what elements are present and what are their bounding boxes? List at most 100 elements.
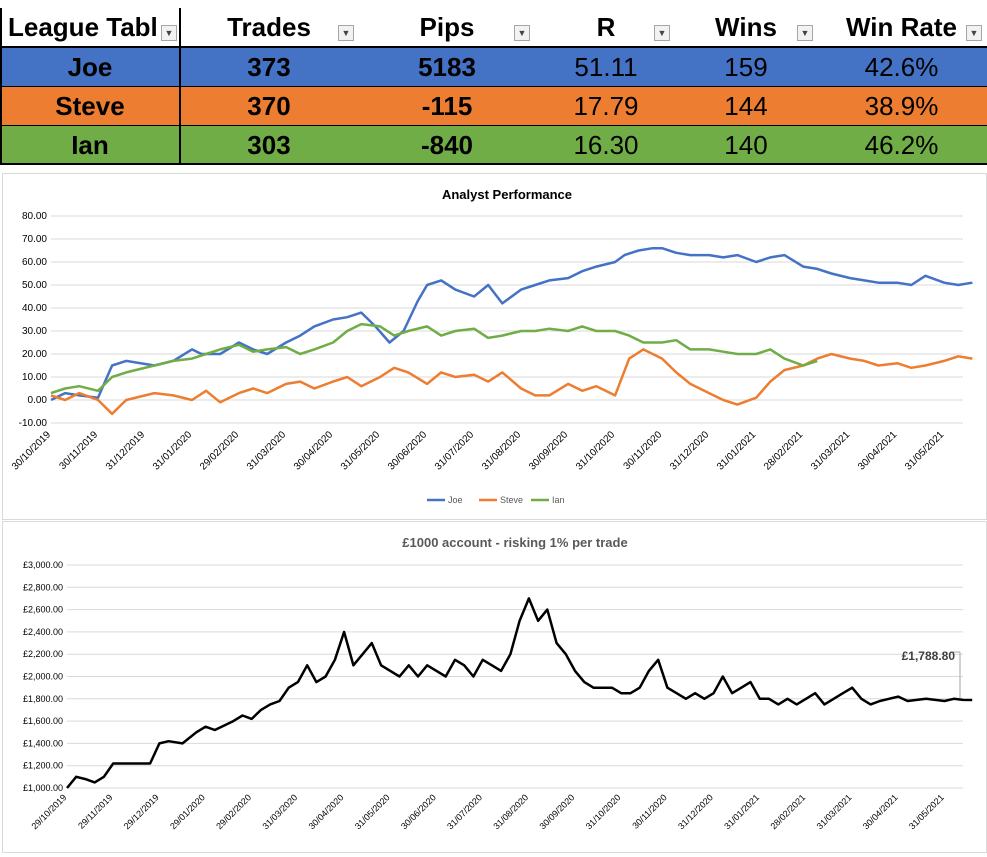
r-value: 51.11 — [574, 51, 638, 82]
filter-dropdown-icon[interactable]: ▼ — [161, 25, 177, 41]
analyst-name: Joe — [67, 51, 113, 82]
x-tick-label: 29/02/2020 — [214, 792, 253, 831]
filter-dropdown-icon[interactable]: ▼ — [966, 25, 982, 41]
chart-title: £1000 account - risking 1% per trade — [402, 535, 627, 550]
x-tick-label: 31/03/2021 — [815, 792, 854, 831]
x-tick-label: 29/01/2020 — [168, 792, 207, 831]
x-tick-label: 30/11/2019 — [57, 429, 100, 472]
trades-value: 373 — [247, 51, 291, 82]
header-league-table: League Tabl — [8, 11, 158, 42]
x-tick-label: 30/04/2021 — [856, 429, 899, 472]
x-tick-label: 31/01/2021 — [715, 429, 758, 472]
x-tick-label: 30/04/2020 — [307, 792, 346, 831]
table-left-border — [0, 8, 2, 165]
x-tick-label: 31/10/2020 — [574, 429, 617, 472]
x-tick-label: 31/05/2021 — [907, 792, 946, 831]
league-table: League Tabl Trades Pips R Wins Win Rate … — [0, 0, 987, 166]
series-line-joe — [50, 246, 973, 402]
x-tick-label: 29/02/2020 — [198, 429, 241, 472]
filter-dropdown-icon[interactable]: ▼ — [514, 25, 530, 41]
y-tick-label: 10.00 — [22, 372, 47, 383]
y-tick-label: 80.00 — [22, 211, 47, 222]
x-tick-label: 31/12/2020 — [676, 792, 715, 831]
analyst-performance-chart[interactable]: Analyst Performance 80.00 70.00 60.00 50.00 4… — [2, 173, 987, 520]
header-pips: Pips — [419, 11, 475, 42]
x-tick-label: 31/03/2021 — [809, 429, 852, 472]
trades-value: 303 — [247, 129, 291, 160]
x-tick-label: 30/09/2020 — [538, 792, 577, 831]
y-tick-label: 20.00 — [22, 349, 47, 360]
win-rate-value: 46.2% — [864, 129, 939, 160]
r-value: 16.30 — [573, 129, 639, 160]
sort-descending-icon[interactable]: ▼ — [654, 25, 670, 41]
table-row[interactable]: Ian 303 -840 16.30 140 46.2% — [0, 126, 987, 164]
table-row[interactable]: Joe 373 5183 51.11 159 42.6% — [0, 48, 987, 86]
wins-value: 159 — [724, 51, 768, 82]
x-tick-label: 31/05/2020 — [353, 792, 392, 831]
analyst-performance-svg: Analyst Performance 80.00 70.00 60.00 50.00 4… — [10, 187, 973, 505]
win-rate-value: 42.6% — [864, 51, 939, 82]
header-r: R — [596, 11, 616, 42]
x-tick-label: 31/03/2020 — [245, 429, 288, 472]
x-tick-label: 29/11/2019 — [76, 792, 114, 830]
x-tick-label: 31/12/2020 — [668, 429, 711, 472]
series-line-ian — [50, 322, 818, 395]
series-line-steve — [50, 348, 973, 416]
y-tick-label: £1,200.00 — [23, 761, 63, 771]
analyst-name: Ian — [71, 129, 109, 160]
x-tick-label: 31/12/2019 — [104, 429, 147, 472]
y-tick-label: £2,200.00 — [23, 649, 63, 659]
x-tick-label: 30/11/2020 — [622, 429, 665, 472]
account-growth-chart[interactable]: £1000 account - risking 1% per trade £3,0… — [2, 521, 987, 853]
y-tick-label: 40.00 — [22, 303, 47, 314]
row-divider — [0, 86, 987, 87]
x-tick-label: 29/10/2019 — [29, 792, 68, 831]
legend-label: Steve — [500, 495, 523, 505]
x-tick-label: 31/05/2021 — [903, 429, 946, 472]
x-tick-label: 31/01/2020 — [151, 429, 194, 472]
y-tick-label: £2,400.00 — [23, 627, 63, 637]
header-win-rate: Win Rate — [846, 11, 957, 42]
data-label: £1,788.80 — [902, 649, 956, 663]
win-rate-value: 38.9% — [864, 90, 939, 121]
y-tick-label: 70.00 — [22, 234, 47, 245]
account-growth-svg: £1000 account - risking 1% per trade £3,0… — [23, 535, 973, 831]
filter-dropdown-icon[interactable]: ▼ — [338, 25, 354, 41]
x-tick-label: 30/10/2019 — [10, 429, 53, 472]
x-tick-label: 31/07/2020 — [445, 792, 484, 831]
table-bottom-border — [0, 163, 987, 165]
x-tick-label: 31/10/2020 — [584, 792, 623, 831]
y-tick-label: £3,000.00 — [23, 560, 63, 570]
wins-value: 140 — [724, 129, 768, 160]
y-tick-label: 0.00 — [28, 395, 48, 406]
analyst-name: Steve — [55, 90, 125, 121]
x-tick-label: 31/08/2020 — [480, 429, 523, 472]
header-divider — [0, 46, 987, 48]
y-tick-label: 60.00 — [22, 257, 47, 268]
x-tick-label: 30/09/2020 — [527, 429, 570, 472]
header-trades: Trades — [227, 11, 311, 42]
r-value: 17.79 — [573, 90, 639, 121]
y-tick-label: £1,400.00 — [23, 738, 63, 748]
filter-dropdown-icon[interactable]: ▼ — [797, 25, 813, 41]
x-tick-label: 30/04/2020 — [292, 429, 335, 472]
x-tick-label: 31/08/2020 — [491, 792, 530, 831]
header-wins: Wins — [715, 11, 777, 42]
legend-label: Joe — [448, 495, 463, 505]
column-divider — [179, 8, 181, 165]
pips-value: 5183 — [418, 51, 476, 82]
x-tick-label: 31/05/2020 — [339, 429, 382, 472]
x-tick-label: 28/02/2021 — [762, 429, 805, 472]
y-tick-label: £1,000.00 — [23, 783, 63, 793]
y-tick-label: -10.00 — [19, 418, 48, 429]
y-tick-label: £2,000.00 — [23, 672, 63, 682]
pips-value: -840 — [420, 129, 474, 160]
trades-value: 370 — [247, 90, 291, 121]
y-tick-label: 50.00 — [22, 280, 47, 291]
legend-label: Ian — [552, 495, 565, 505]
table-row[interactable]: Steve 370 -115 17.79 144 38.9% — [0, 87, 987, 125]
x-tick-label: 29/12/2019 — [122, 792, 161, 831]
y-tick-label: £2,600.00 — [23, 605, 63, 615]
x-tick-label: 28/02/2021 — [768, 792, 807, 831]
x-tick-label: 30/11/2020 — [630, 792, 668, 830]
